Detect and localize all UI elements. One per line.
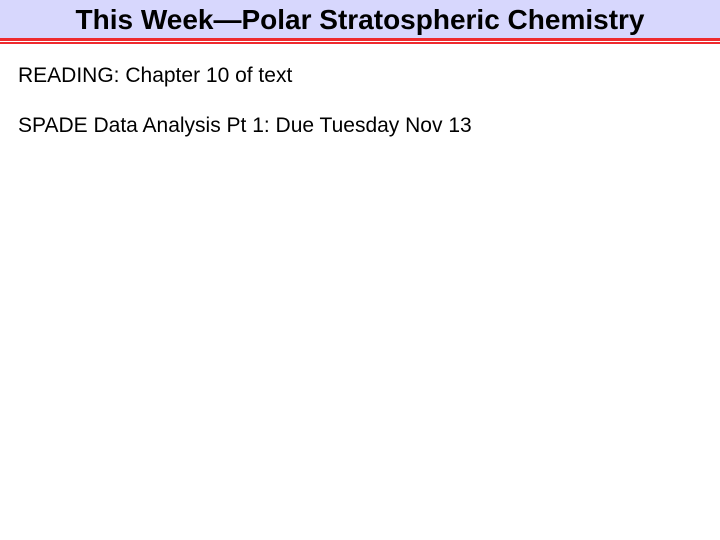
title-bar: This Week—Polar Stratospheric Chemistry (0, 0, 720, 38)
slide-content: READING: Chapter 10 of text SPADE Data A… (0, 44, 720, 141)
assignment-text: SPADE Data Analysis Pt 1: Due Tuesday No… (18, 112, 702, 140)
slide-title: This Week—Polar Stratospheric Chemistry (0, 4, 720, 36)
reading-text: READING: Chapter 10 of text (18, 62, 702, 90)
paragraph-spacer (18, 90, 702, 112)
